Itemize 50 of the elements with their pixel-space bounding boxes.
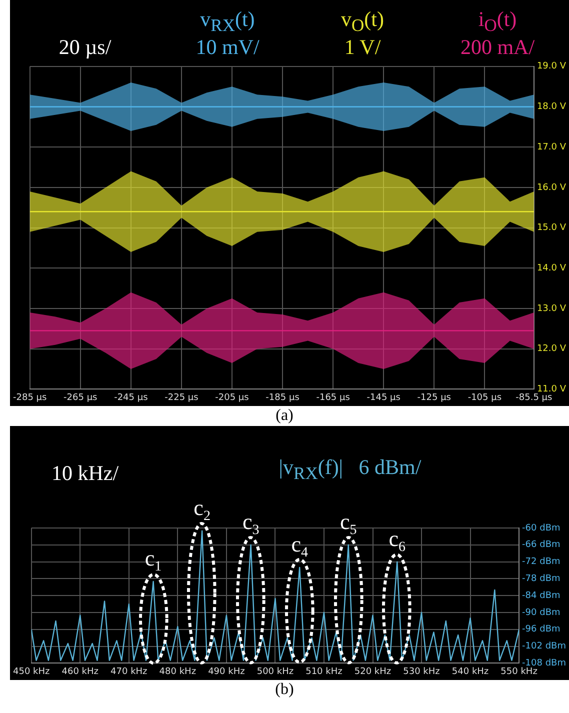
y-tick-label: -72 dBm	[522, 557, 560, 568]
y-tick-label: -60 dBm	[522, 523, 560, 534]
text: |v$_{RX}$(f)| 6 dBm/	[278, 454, 422, 483]
x-tick-label: 510 kHz	[306, 666, 343, 677]
text: (b)	[274, 680, 295, 700]
y-tick-label: -66 dBm	[522, 540, 560, 550]
y-tick-label: -90 dBm	[522, 608, 560, 618]
x-tick-label: -145 µs	[366, 392, 401, 403]
y-tick-label: -102 dBm	[522, 642, 566, 652]
x-tick-label: 520 kHz	[354, 666, 392, 677]
x-tick-label: 460 kHz	[62, 666, 99, 677]
text: i$_{O}$(t)	[477, 6, 518, 36]
x-tick-label: -85.5 µs	[516, 392, 553, 403]
y-tick-label: 16.0 V	[536, 182, 567, 193]
x-tick-label: -225 µs	[164, 392, 199, 403]
x-tick-label: -165 µs	[316, 392, 350, 403]
y-tick-label: 15.0 V	[536, 223, 567, 234]
x-tick-label: -105 µs	[468, 392, 502, 403]
text: 200 mA/	[459, 35, 536, 59]
text: 10 kHz/	[50, 461, 120, 485]
y-tick-label: 18.0 V	[536, 102, 567, 112]
x-tick-label: 540 kHz	[452, 666, 489, 677]
y-tick-label: 11.0 V	[536, 384, 567, 395]
x-tick-label: 470 kHz	[110, 666, 148, 677]
text: (a)	[274, 406, 294, 426]
x-tick-label: -185 µs	[266, 392, 300, 403]
text: v$_{RX}$(t)	[199, 6, 256, 36]
y-tick-label: 13.0 V	[536, 304, 567, 314]
x-tick-label: 450 kHz	[12, 666, 50, 677]
text: v$_{O}$(t)	[340, 6, 385, 36]
y-tick-label: -78 dBm	[522, 574, 560, 584]
x-tick-label: -205 µs	[215, 392, 250, 403]
x-tick-label: -125 µs	[417, 392, 452, 403]
y-tick-label: -96 dBm	[522, 624, 560, 635]
x-tick-label: 550 kHz	[500, 666, 538, 677]
x-tick-label: -285 µs	[13, 392, 48, 403]
y-tick-label: -84 dBm	[522, 590, 560, 601]
y-tick-label: 19.0 V	[536, 62, 567, 72]
y-tick-label: 12.0 V	[536, 344, 567, 354]
x-tick-label: -265 µs	[64, 392, 98, 403]
y-tick-label: 14.0 V	[536, 263, 567, 274]
x-tick-label: 490 kHz	[208, 666, 246, 677]
text: 20 µs/	[58, 35, 112, 59]
x-tick-label: -245 µs	[114, 392, 148, 403]
x-tick-label: 480 kHz	[159, 666, 196, 677]
x-tick-label: 530 kHz	[403, 666, 440, 677]
y-tick-label: 17.0 V	[536, 142, 567, 152]
text: 10 mV/	[194, 35, 260, 59]
x-tick-label: 500 kHz	[256, 666, 294, 677]
text: 1 V/	[343, 35, 382, 59]
